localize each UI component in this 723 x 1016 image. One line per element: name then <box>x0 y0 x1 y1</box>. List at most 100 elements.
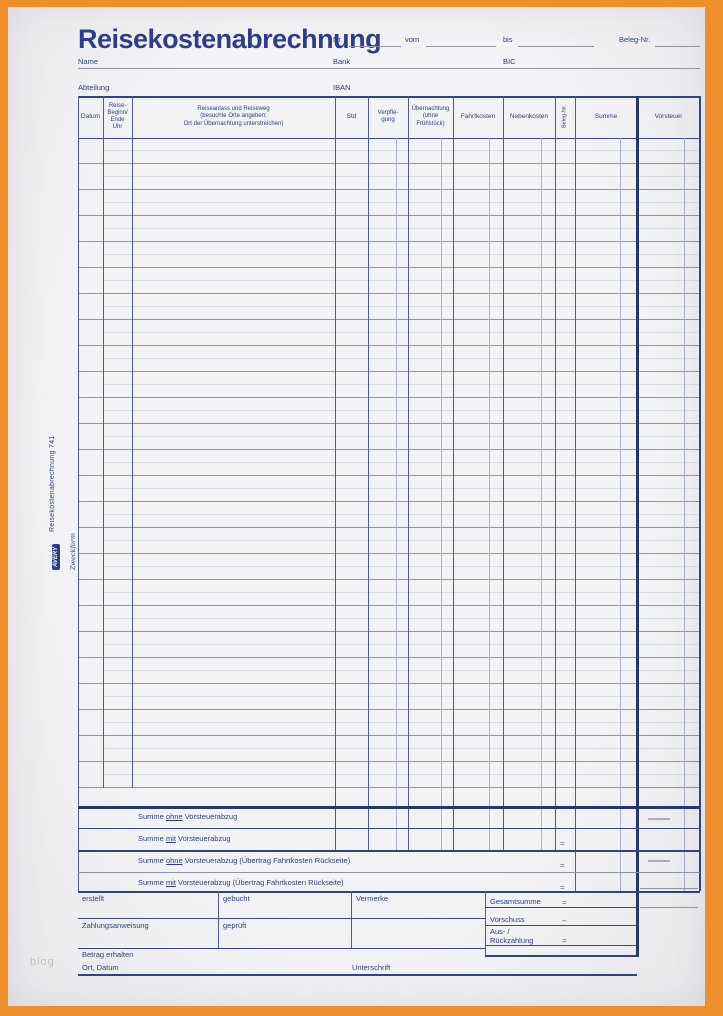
field-label-bank: Bank <box>333 57 351 66</box>
totals-line-vorschuss <box>485 925 637 926</box>
col-header-vorsteuer: Vorsteuer <box>654 113 683 121</box>
summary-row2-line <box>78 850 700 852</box>
summary-text-pre: Summe <box>138 834 166 843</box>
grid-vline-beleg <box>555 96 556 850</box>
grid-vline-nebenkosten-cents <box>541 138 542 850</box>
side-form-number-text: Reisekostenabrechnung 741 <box>49 435 56 532</box>
equals-sign: = <box>562 936 567 945</box>
grid-vline-summe-cents <box>620 138 621 891</box>
field-line-vom <box>426 46 496 47</box>
summary-label-ohne: Summe ohne Vorsteuerabzug <box>138 812 237 821</box>
grid-vline-uhr <box>132 96 133 788</box>
totals-line-rueckzahlung <box>485 945 637 946</box>
vorsteuer-placeholder-dash <box>648 860 670 862</box>
footer-label-erstellt: erstellt <box>82 894 105 903</box>
totals-line-gesamtsumme <box>485 907 637 908</box>
table-top-border <box>78 96 700 98</box>
grid-vline-left-edge <box>78 96 79 891</box>
grid-vline-datum <box>103 96 104 788</box>
field-label-beleg-nr: Beleg-Nr. <box>619 35 651 44</box>
footer-box-bottom-line <box>78 948 485 949</box>
totals-carry-line-upper <box>640 888 698 889</box>
summary-text-emph: ohne <box>165 812 183 821</box>
grid-vline-summe <box>575 96 576 891</box>
col-header-fahrtkosten: Fahrtkosten <box>460 113 496 121</box>
summary-text-post: Vorsteuerabzug (Übertrag Fahrtkosten Rüc… <box>175 878 344 887</box>
grid-vline-std <box>335 96 336 850</box>
field-label-bis: bis <box>503 35 513 44</box>
field-label-bic: BIC <box>503 57 516 66</box>
form-title: Reisekostenabrechnung <box>78 24 382 54</box>
summary-text-post: Vorsteuerabzug <box>182 812 238 821</box>
summary-text-post: Vorsteuerabzug <box>175 834 231 843</box>
footer-label-betrag-erhalten: Betrag erhalten <box>82 950 134 959</box>
col-header-verpflegung: Verpfle- gung <box>377 109 399 123</box>
totals-label-aus-rueckzahlung: Aus- / Rückzahlung <box>490 927 534 945</box>
grid-vline-verpflegung <box>368 96 369 850</box>
grid-vline-fahrtkosten <box>453 96 454 850</box>
summary-text-emph: ohne <box>165 856 183 865</box>
table-body-sublines <box>103 138 700 788</box>
signature-line <box>78 974 637 976</box>
col-header-datum: Datum <box>80 113 101 121</box>
footer-box-vline-3 <box>485 891 486 955</box>
summary-text-emph: mit <box>165 834 176 843</box>
avery-zweckform-logo: AVERY Zweckform <box>44 533 80 570</box>
footer-box-mid-line <box>78 918 485 919</box>
avery-logo-text: AVERY <box>52 543 60 570</box>
summary-label-mit-uebertrag: Summe mit Vorsteuerabzug (Übertrag Fahrt… <box>138 878 344 887</box>
grid-vline-uebernachtung <box>408 96 409 850</box>
summary-text-pre: Summe <box>138 812 166 821</box>
summary-text-pre: Summe <box>138 856 166 865</box>
field-line-bis <box>518 46 594 47</box>
summary-text-pre: Summe <box>138 878 166 887</box>
field-label-nr: Nr. <box>333 35 343 44</box>
footer-label-ort-datum: Ort, Datum <box>82 963 119 972</box>
grid-vline-vorsteuer-heavy <box>636 96 639 955</box>
summary-top-heavy-line <box>78 806 700 809</box>
footer-label-zahlungsanweisung: Zahlungsanweisung <box>82 921 149 930</box>
footer-box-vline-2 <box>351 891 352 948</box>
col-header-reiseanlass: Reiseanlass und Reiseweg (besuchte Orte … <box>183 106 284 127</box>
field-line-nr <box>349 46 401 47</box>
field-line-name-bank-bic <box>78 68 700 69</box>
col-header-reise-beginn-ende: Reise- Beginn/ Ende Uhr <box>107 102 128 131</box>
field-label-abteilung: Abteilung <box>78 83 110 92</box>
footer-label-vermerke: Vermerke <box>356 894 389 903</box>
footer-label-unterschrift: Unterschrift <box>352 963 391 972</box>
footer-box-vline-1 <box>218 891 219 948</box>
footer-label-gebucht: gebucht <box>223 894 250 903</box>
blog-watermark: blog <box>30 956 55 968</box>
summary-text-emph: mit <box>165 878 176 887</box>
grid-vline-right-edge <box>699 96 701 891</box>
summary-row1-line <box>78 828 700 829</box>
field-line-beleg-nr <box>655 46 700 47</box>
equals-sign: = <box>562 898 567 907</box>
totals-label-vorschuss: Vorschuss <box>490 915 525 924</box>
zweckform-logo-text: Zweckform <box>69 532 77 570</box>
totals-carry-line-lower <box>640 907 698 908</box>
grid-vline-uebernachtung-cents <box>441 138 442 850</box>
totals-label-gesamtsumme: Gesamtsumme <box>490 897 541 906</box>
vorsteuer-placeholder-dash <box>648 818 670 820</box>
field-label-vom: vom <box>405 35 420 44</box>
col-header-summe: Summe <box>594 113 618 121</box>
field-label-name: Name <box>78 57 99 66</box>
totals-box-bottom-line <box>485 955 639 957</box>
field-label-iban: IBAN <box>333 83 351 92</box>
grid-vline-fahrtkosten-cents <box>489 138 490 850</box>
equals-sign: = <box>560 861 565 870</box>
col-header-nebenkosten: Nebenkosten <box>509 113 549 121</box>
grid-vline-vorsteuer-cents <box>684 138 685 891</box>
table-body-grid <box>78 138 700 788</box>
summary-row3-line <box>78 872 700 873</box>
summary-row4-line <box>78 891 700 893</box>
equals-sign: = <box>560 839 565 848</box>
grid-vline-verpflegung-cents <box>396 138 397 850</box>
col-header-uebernachtung: Übernachtung (ohne Frühstück) <box>411 106 450 127</box>
footer-label-geprueft: geprüft <box>223 921 247 930</box>
summary-text-post: Vorsteuerabzug (Übertrag Fahrtkosten Rüc… <box>182 856 351 865</box>
col-header-std: Std <box>346 113 357 121</box>
summary-label-mit: Summe mit Vorsteuerabzug <box>138 834 231 843</box>
